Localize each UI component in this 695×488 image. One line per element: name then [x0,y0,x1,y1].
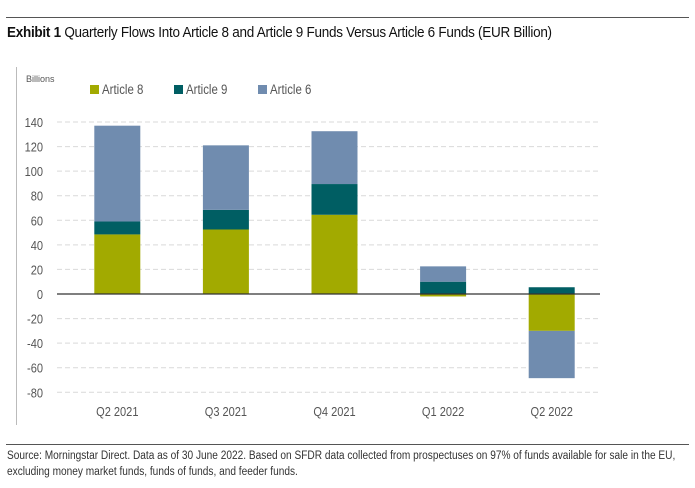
bar-article-9 [311,184,358,215]
y-tick-label: 0 [37,287,43,302]
bar-article-8 [420,294,467,297]
y-tick-label: 40 [31,238,44,253]
bar-article-8 [311,214,358,294]
y-tick-label: -80 [27,385,43,400]
bar-article-6 [528,330,575,379]
bar-article-6 [420,266,467,282]
legend-label: Article 6 [270,82,311,97]
top-rule [6,17,689,18]
bottom-rule [6,444,689,445]
stacked-bar-chart: Billions 140 120 100 80 60 40 20 0 -20 -40 -60 -80 Q2… [25,74,600,419]
bar-article-9 [528,287,575,294]
legend-swatch [258,85,267,94]
x-tick-label: Q2 2021 [96,404,139,419]
chart-left-border [16,67,17,425]
x-tick-label: Q2 2022 [531,404,574,419]
x-tick-label: Q1 2022 [422,404,465,419]
bar-article-6 [202,145,249,210]
legend-swatch [174,85,183,94]
y-tick-label: 100 [25,164,44,179]
y-tick-label: -60 [27,361,43,376]
bar-article-9 [202,209,249,230]
legend-swatch [90,85,99,94]
chart-title: Exhibit 1 Quarterly Flows Into Article 8… [7,24,552,41]
legend-label: Article 8 [102,82,143,97]
bar-article-9 [94,221,141,235]
bar-article-6 [311,131,358,185]
bar-article-8 [202,229,249,294]
x-tick-label: Q4 2021 [313,404,356,419]
y-tick-label: 80 [31,189,44,204]
x-tick-label: Q3 2021 [205,404,248,419]
source-note: Source: Morningstar Direct. Data as of 3… [7,450,676,478]
y-tick-label: 120 [25,140,44,155]
y-tick-label: -40 [27,336,43,351]
bar-article-9 [420,281,467,294]
legend-label: Article 9 [186,82,227,97]
y-tick-label: 140 [25,115,44,130]
bar-article-8 [528,294,575,331]
title-text: Quarterly Flows Into Article 8 and Artic… [64,24,552,41]
bar-article-8 [94,234,141,294]
y-axis-label: Billions [26,74,55,84]
y-tick-label: 20 [31,263,44,278]
exhibit-label: Exhibit 1 [7,24,61,41]
y-tick-label: 60 [31,213,44,228]
bar-article-6 [94,125,141,222]
y-tick-label: -20 [27,312,43,327]
